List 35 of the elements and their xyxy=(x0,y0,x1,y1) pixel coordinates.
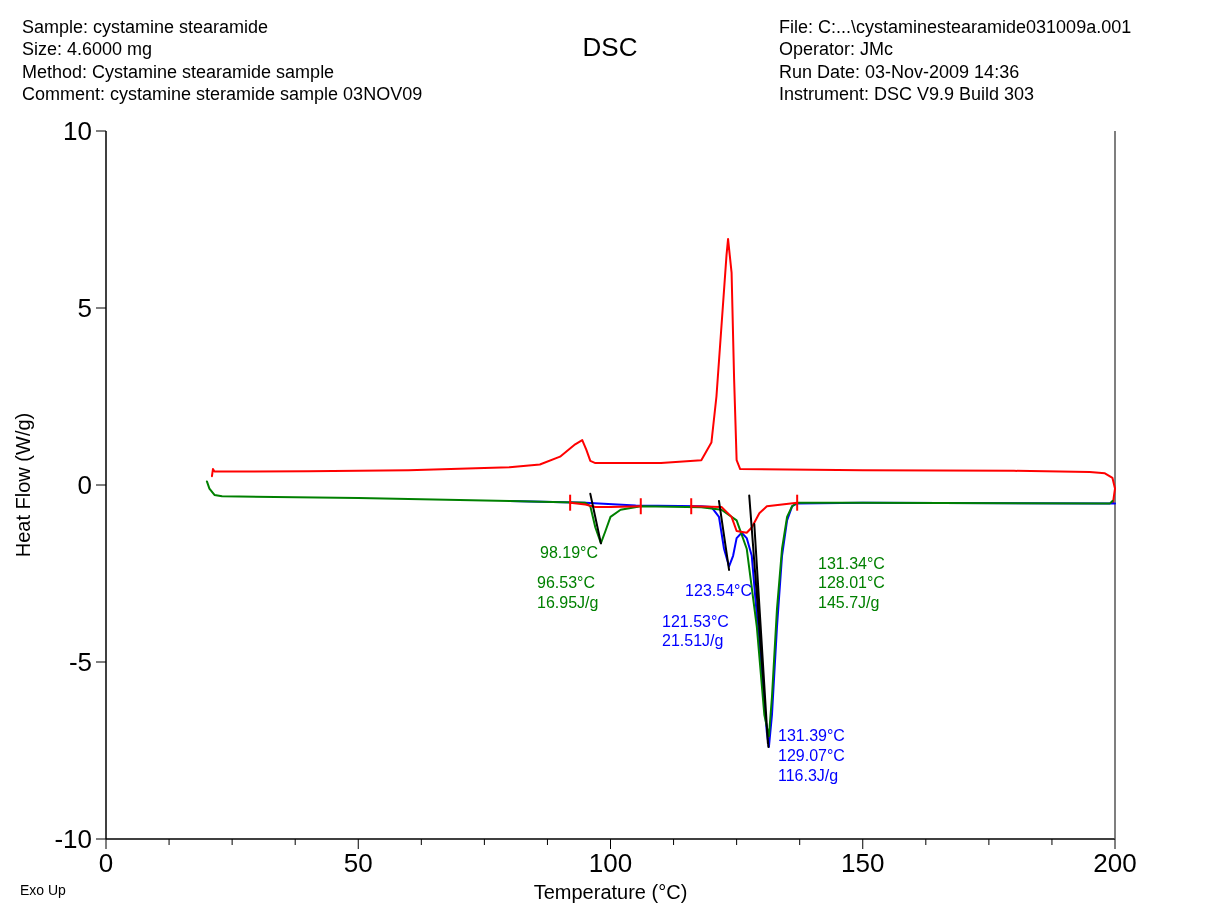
y-tick-label: -5 xyxy=(68,647,92,677)
text: Operator: JMc xyxy=(779,39,894,59)
x-tick-label: 0 xyxy=(98,848,114,878)
line-series xyxy=(210,237,1116,504)
annotation: 116.3J/g xyxy=(778,767,839,784)
annotation: 145.7J/g xyxy=(818,594,880,611)
annotation: 21.51J/g xyxy=(662,632,724,649)
chart-title: DSC xyxy=(582,32,638,62)
x-tick-label: 100 xyxy=(588,848,633,878)
annotation: 128.01°C xyxy=(818,574,885,591)
annotation: 129.07°C xyxy=(778,747,845,764)
y-axis-title: Heat Flow (W/g) xyxy=(12,412,34,558)
text: Comment: cystamine steramide sample 03NOV09 xyxy=(22,84,423,104)
x-tick-label: 50 xyxy=(343,848,373,878)
x-tick-label: 150 xyxy=(841,848,885,878)
y-tick-label: 5 xyxy=(77,293,92,323)
annotation: 123.54°C xyxy=(685,582,752,599)
text: Exo Up xyxy=(20,882,67,898)
annotation: 121.53°C xyxy=(662,613,729,630)
annotation: 131.34°C xyxy=(818,555,885,572)
text: Method: Cystamine stearamide sample xyxy=(22,62,335,82)
annotation: 98.19°C xyxy=(540,544,598,561)
annotation: 96.53°C xyxy=(537,574,595,591)
annotation: 16.95J/g xyxy=(537,594,599,611)
text: File: C:...\cystaminestearamide031009a.001 xyxy=(779,17,1132,37)
y-tick-label: -10 xyxy=(54,824,92,854)
text: Size: 4.6000 mg xyxy=(22,39,153,59)
y-tick-label: 10 xyxy=(63,116,92,146)
x-tick-label: 200 xyxy=(1093,848,1137,878)
y-tick-label: 0 xyxy=(77,470,92,500)
annotation: 131.39°C xyxy=(778,727,845,744)
text: Instrument: DSC V9.9 Build 303 xyxy=(779,84,1035,104)
text: Run Date: 03-Nov-2009 14:36 xyxy=(779,62,1020,82)
x-axis-title: Temperature (°C) xyxy=(533,881,688,903)
text: Sample: cystamine stearamide xyxy=(22,17,269,37)
